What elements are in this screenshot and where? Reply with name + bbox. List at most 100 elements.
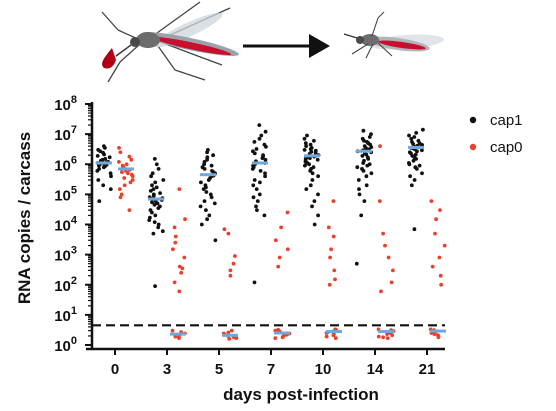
data-point-cap0	[326, 225, 331, 230]
data-point-cap0	[231, 261, 236, 266]
data-point-cap0	[378, 144, 382, 149]
data-point-cap1	[198, 204, 203, 209]
data-point-cap1	[152, 157, 157, 161]
data-point-cap0	[383, 243, 387, 248]
data-point-cap1	[312, 138, 316, 143]
data-point-cap1	[264, 144, 268, 149]
data-point-cap0	[437, 255, 442, 260]
data-point-cap1	[411, 158, 416, 163]
data-point-cap1	[252, 140, 257, 144]
data-point-cap0	[122, 183, 127, 188]
data-point-cap1	[417, 163, 422, 168]
data-point-cap0	[379, 289, 383, 294]
data-point-cap1	[199, 180, 203, 185]
legend-label-cap1: cap1	[490, 112, 523, 129]
data-point-cap0	[234, 336, 239, 340]
data-point-cap1	[207, 213, 212, 218]
data-point-cap1	[354, 261, 359, 266]
data-point-cap1	[414, 157, 418, 161]
data-point-cap1	[263, 171, 267, 176]
data-point-cap0	[173, 334, 178, 339]
data-point-cap1	[407, 162, 412, 167]
y-tick-label: 100	[54, 335, 77, 355]
data-point-cap1	[310, 178, 315, 182]
data-point-cap0	[179, 270, 184, 275]
data-point-cap1	[312, 222, 317, 227]
y-tick-label: 105	[54, 184, 77, 204]
data-point-cap1	[308, 183, 313, 188]
data-point-cap1	[257, 136, 262, 141]
data-point-cap0	[331, 333, 336, 338]
data-point-cap1	[213, 238, 218, 243]
data-point-cap1	[156, 225, 161, 230]
data-point-cap0	[130, 174, 135, 179]
data-point-cap1	[151, 231, 156, 236]
data-point-cap1	[101, 165, 106, 170]
data-point-cap0	[430, 264, 435, 269]
data-point-cap1	[95, 169, 100, 173]
data-point-cap0	[127, 154, 132, 159]
data-point-cap1	[107, 155, 112, 160]
data-point-cap1	[303, 141, 308, 146]
data-point-cap1	[362, 199, 367, 204]
data-point-cap0	[324, 334, 329, 339]
data-point-cap0	[233, 254, 237, 258]
data-point-cap0	[442, 243, 447, 248]
data-point-cap1	[308, 142, 313, 147]
x-tick-label: 3	[163, 361, 171, 378]
data-point-cap0	[389, 280, 394, 285]
y-tick-label: 101	[54, 305, 77, 325]
data-point-cap1	[302, 136, 307, 141]
data-point-cap0	[327, 282, 332, 287]
y-tick-label: 106	[54, 154, 77, 174]
data-point-cap1	[103, 146, 107, 150]
data-point-cap1	[315, 157, 320, 162]
data-point-cap0	[173, 240, 178, 245]
data-point-cap1	[108, 187, 113, 192]
data-point-cap0	[280, 335, 285, 340]
mosquito-feeding-illustration	[101, 1, 239, 83]
legend-marker-cap1	[469, 116, 477, 124]
data-point-cap0	[226, 330, 231, 335]
data-point-cap0	[129, 157, 134, 162]
data-point-cap1	[364, 183, 369, 188]
data-point-cap1	[412, 227, 417, 232]
data-point-cap0	[273, 238, 278, 243]
data-point-cap1	[362, 138, 366, 143]
data-point-cap1	[212, 201, 217, 206]
data-point-cap1	[101, 183, 106, 188]
data-point-cap1	[412, 178, 417, 182]
x-tick-label: 5	[215, 361, 223, 378]
data-point-cap1	[257, 192, 262, 197]
data-point-cap1	[409, 183, 414, 188]
data-point-cap1	[263, 129, 268, 134]
data-point-cap1	[420, 171, 424, 176]
data-point-cap1	[360, 154, 365, 158]
data-point-cap1	[369, 145, 374, 150]
legend-label-cap0: cap0	[490, 139, 523, 156]
data-point-cap1	[202, 199, 207, 204]
data-point-cap0	[391, 268, 395, 273]
data-point-cap1	[251, 183, 256, 188]
data-point-cap1	[252, 151, 257, 156]
data-point-cap1	[312, 199, 317, 204]
data-point-cap1	[204, 190, 209, 194]
data-point-cap1	[151, 193, 156, 198]
data-point-cap1	[149, 174, 154, 179]
data-point-cap1	[259, 133, 264, 138]
y-tick-label: 108	[54, 94, 77, 114]
data-point-cap0	[385, 332, 389, 336]
data-point-cap0	[390, 333, 395, 338]
data-point-cap0	[183, 217, 187, 222]
data-point-cap1	[414, 131, 419, 135]
data-point-cap1	[258, 180, 262, 185]
data-point-cap1	[204, 208, 208, 213]
data-point-cap1	[304, 187, 309, 192]
data-point-cap0	[122, 176, 127, 180]
data-point-cap1	[263, 174, 267, 179]
data-point-cap0	[429, 199, 434, 204]
data-point-cap0	[273, 336, 278, 340]
data-point-cap1	[359, 213, 364, 218]
data-point-cap1	[95, 154, 100, 158]
data-point-cap0	[434, 217, 438, 222]
